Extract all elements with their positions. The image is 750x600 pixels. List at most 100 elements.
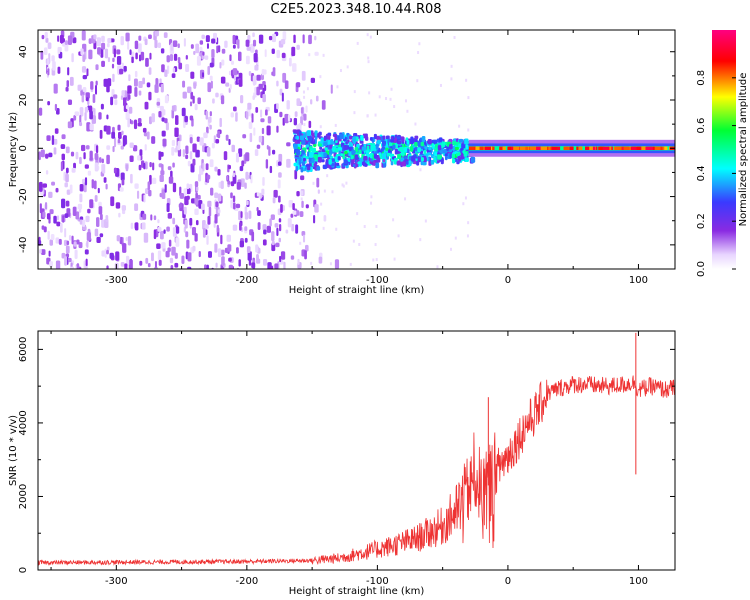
- spectrogram-cell: [98, 112, 102, 120]
- spectrogram-cell: [124, 263, 128, 269]
- spectrogram-cell: [278, 172, 282, 178]
- spectrogram-cell: [370, 195, 373, 199]
- x-tick-label: -100: [366, 275, 389, 286]
- spectrogram-cell: [190, 163, 195, 173]
- spectrogram-cell: [67, 99, 73, 106]
- spectrogram-cell: [272, 197, 276, 204]
- spectrogram-cell: [81, 94, 85, 103]
- spectrogram-cell: [264, 84, 267, 91]
- spectrogram-cell: [101, 219, 105, 228]
- spectrogram-cell: [317, 143, 323, 147]
- spectrogram-cell: [99, 129, 103, 139]
- spectrogram-cell: [210, 80, 213, 89]
- spectrogram-cell: [120, 36, 124, 46]
- spectrogram-cell: [427, 152, 432, 156]
- spectrogram-cell: [56, 221, 61, 227]
- carrier-peak: [598, 146, 605, 150]
- spectrogram-cell: [127, 117, 130, 128]
- spectrogram-cell: [171, 146, 175, 156]
- spectrogram-cell: [330, 84, 333, 94]
- carrier-peak: [540, 146, 548, 150]
- spectrogram-cell: [158, 151, 162, 161]
- spectrogram-cell: [369, 35, 372, 39]
- spectrogram-cell: [278, 223, 282, 232]
- spectrogram-cell: [262, 258, 268, 266]
- spectrogram-cell: [245, 39, 250, 47]
- spectrogram-cell: [128, 259, 133, 269]
- spectrogram-cell: [286, 142, 291, 147]
- spectrogram-cell: [247, 251, 252, 261]
- spectrogram-cell: [281, 52, 286, 59]
- spectrogram-cell: [262, 224, 267, 231]
- carrier-peak: [674, 146, 675, 150]
- spectrogram-cell: [302, 234, 306, 243]
- spectrogram-cell: [85, 258, 88, 267]
- spectrogram-cell: [137, 43, 142, 53]
- spectrogram-cell: [310, 261, 313, 265]
- spectrogram-cell: [404, 197, 407, 201]
- spectrogram-cell: [291, 223, 295, 232]
- spectrogram-cell: [53, 147, 57, 155]
- spectrogram-cell: [47, 100, 51, 106]
- spectrogram-cell: [348, 141, 352, 147]
- spectrogram-cell: [258, 34, 264, 44]
- spectrogram-cell: [41, 249, 46, 256]
- spectrogram-cell: [194, 181, 199, 188]
- spectrogram-cell: [417, 51, 420, 55]
- spectrogram-cell: [294, 169, 298, 180]
- spectrogram-cell: [255, 106, 259, 113]
- spectrogram-cell: [48, 152, 53, 158]
- spectrogram-cell: [129, 155, 134, 162]
- spectrogram-cell: [139, 149, 143, 157]
- spectrogram-cell: [189, 115, 194, 121]
- spectrogram-cell: [220, 180, 224, 189]
- spectrogram-cell: [387, 149, 391, 153]
- spectrogram-cell: [94, 228, 99, 237]
- spectrogram-cell: [79, 184, 84, 192]
- spectrogram-cell: [112, 145, 115, 153]
- spectrogram-cell: [84, 249, 89, 255]
- spectrogram-cell: [304, 244, 309, 252]
- spectrogram-cell: [97, 187, 100, 194]
- spectrogram-cell: [227, 244, 232, 252]
- spectrogram-cell: [437, 145, 442, 151]
- spectrogram-cell: [174, 127, 179, 137]
- spectrogram-cell: [129, 49, 132, 55]
- spectrogram-cell: [309, 151, 314, 158]
- spectrogram-cell: [145, 257, 149, 264]
- spectrogram-cell: [300, 116, 303, 126]
- spectrogram-cell: [314, 35, 317, 41]
- spectrogram-cell: [372, 161, 376, 166]
- spectrogram-cell: [282, 117, 285, 126]
- spectrogram-cell: [320, 202, 323, 206]
- spectrogram-cell: [50, 234, 55, 241]
- spectrogram-cell: [341, 183, 344, 187]
- spectrogram-cell: [306, 130, 311, 136]
- spectrogram-cell: [160, 48, 165, 54]
- spectrogram-cell: [167, 212, 173, 219]
- spectrogram-cell: [216, 45, 219, 54]
- spectrogram-cell: [78, 242, 83, 249]
- x-tick-label: 100: [629, 576, 648, 587]
- spectrogram-cell: [279, 88, 283, 96]
- spectrogram-cell: [393, 160, 398, 165]
- spectrogram-cell: [79, 219, 83, 225]
- spectrogram-cell: [245, 111, 249, 120]
- carrier-peak: [499, 146, 504, 150]
- spectrogram-cell: [134, 222, 139, 231]
- spectrogram-cell: [86, 232, 91, 241]
- spectrogram-cell: [148, 189, 152, 197]
- spectrogram-cell: [177, 43, 180, 49]
- spectrogram-cell: [300, 197, 303, 201]
- spectrogram-cell: [69, 76, 74, 86]
- colorbar-gradient: [712, 30, 736, 269]
- spectrogram-cell: [239, 222, 242, 231]
- carrier-peak: [627, 146, 634, 150]
- spectrogram-cell: [275, 242, 280, 248]
- spectrogram-cell: [453, 35, 456, 39]
- spectrogram-cell: [167, 166, 172, 171]
- spectrogram-cell: [301, 161, 306, 166]
- spectrogram-cell: [464, 196, 467, 200]
- spectrogram-cell: [159, 174, 164, 182]
- spectrogram-cell: [377, 139, 381, 145]
